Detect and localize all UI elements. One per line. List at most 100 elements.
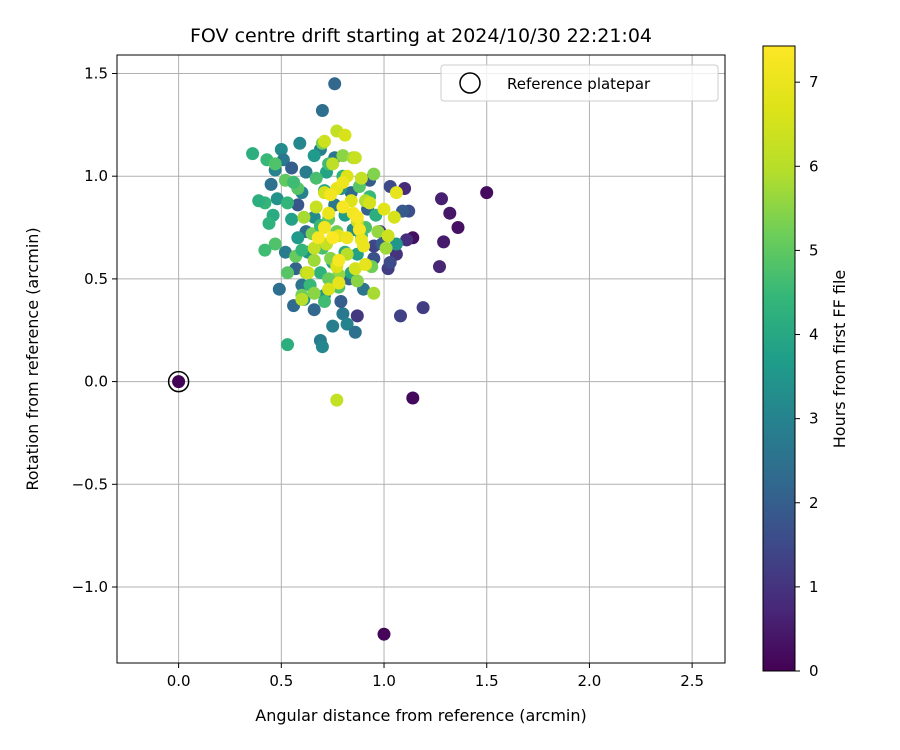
scatter-point xyxy=(350,210,364,224)
colorbar-ticks: 0 1 2 3 4 5 6 7 xyxy=(795,73,819,680)
plot-frame xyxy=(116,54,726,664)
scatter-point xyxy=(437,235,451,249)
scatter-point xyxy=(246,147,260,161)
scatter-point xyxy=(264,177,278,191)
scatter-point xyxy=(336,200,350,214)
scatter-point xyxy=(309,200,323,214)
scatter-point xyxy=(293,136,307,150)
scatter-point xyxy=(272,282,286,296)
scatter-point xyxy=(322,206,336,220)
scatter-point xyxy=(394,309,407,323)
y-tick-label: −1.0 xyxy=(72,578,108,596)
scatter-point xyxy=(480,186,494,200)
scatter-point xyxy=(326,231,340,245)
scatter-point xyxy=(336,149,350,163)
colorbar-label: Hours from first FF file xyxy=(830,270,849,449)
scatter-point xyxy=(274,143,288,156)
scatter-point xyxy=(340,231,354,245)
x-axis-label: Angular distance from reference (arcmin) xyxy=(255,706,586,725)
colorbar-tick-label: 1 xyxy=(809,578,819,596)
scatter-point xyxy=(381,229,395,243)
x-tick-label: 1.0 xyxy=(372,672,396,690)
scatter-point xyxy=(406,391,420,405)
scatter-point xyxy=(287,175,301,189)
colorbar-tick-label: 0 xyxy=(809,662,819,680)
scatter-point xyxy=(322,272,336,286)
legend-box xyxy=(440,64,719,102)
scatter-point xyxy=(278,245,292,259)
scatter-point xyxy=(348,325,362,339)
scatter-point xyxy=(307,253,321,267)
scatter-point xyxy=(336,307,350,321)
scatter-point xyxy=(295,243,309,257)
scatter-point xyxy=(318,295,331,308)
colorbar-tick-label: 7 xyxy=(809,73,819,91)
y-tick-label: 0.5 xyxy=(84,270,108,288)
scatter-point xyxy=(268,157,282,171)
scatter-point xyxy=(433,260,446,274)
scatter-point xyxy=(350,274,364,288)
scatter-point xyxy=(334,295,348,308)
scatter-point xyxy=(451,221,465,234)
scatter-point xyxy=(336,175,350,189)
scatter-point xyxy=(309,171,323,185)
y-tick-label: 0.0 xyxy=(84,373,108,391)
scatter-point xyxy=(348,151,362,165)
scatter-point xyxy=(281,196,294,210)
scatter-point xyxy=(350,309,364,323)
scatter-point xyxy=(172,375,186,389)
colorbar-tick-label: 4 xyxy=(809,326,819,344)
scatter-point xyxy=(371,225,385,239)
legend: Reference platepar xyxy=(440,64,719,102)
y-tick-label: 1.5 xyxy=(84,64,108,82)
scatter-point xyxy=(389,186,403,200)
colorbar-tick-label: 2 xyxy=(809,494,819,512)
scatter-point xyxy=(332,276,346,290)
scatter-point xyxy=(324,188,338,202)
scatter-point xyxy=(354,171,368,185)
scatter-point xyxy=(285,212,299,226)
scatter-point xyxy=(311,231,325,245)
x-axis-ticks: 0.0 0.5 1.0 1.5 2.0 2.5 xyxy=(167,663,704,690)
colorbar-tick-label: 5 xyxy=(809,241,819,259)
scatter-points xyxy=(172,77,494,641)
scatter-point xyxy=(359,258,372,271)
scatter-point xyxy=(258,243,272,257)
grid-lines xyxy=(117,55,725,663)
x-tick-label: 2.5 xyxy=(680,672,704,690)
scatter-point xyxy=(295,292,309,306)
scatter-point xyxy=(252,194,266,208)
scatter-point xyxy=(326,157,340,171)
scatter-point xyxy=(281,266,294,280)
scatter-point xyxy=(315,340,329,354)
scatter-point xyxy=(270,192,284,206)
scatter-point xyxy=(297,210,311,224)
chart-title: FOV centre drift starting at 2024/10/30 … xyxy=(190,25,652,47)
scatter-point xyxy=(352,223,366,237)
scatter-point xyxy=(291,198,305,212)
x-tick-label: 1.5 xyxy=(475,672,499,690)
scatter-point xyxy=(326,319,340,333)
scatter-point xyxy=(330,393,344,407)
scatter-point xyxy=(435,192,448,206)
scatter-point xyxy=(340,317,354,331)
scatter-point xyxy=(318,221,331,234)
scatter-point xyxy=(389,237,403,251)
scatter-point xyxy=(301,266,315,280)
scatter-point xyxy=(367,286,381,300)
scatter-point xyxy=(307,286,321,300)
scatter-point xyxy=(354,233,368,247)
colorbar-tick-label: 6 xyxy=(809,157,819,175)
scatter-point xyxy=(377,202,391,216)
y-axis-ticks: −1.0 −0.5 0.0 0.5 1.0 1.5 xyxy=(72,64,117,596)
scatter-point xyxy=(328,77,342,91)
scatter-point xyxy=(285,161,299,175)
scatter-point xyxy=(307,149,321,163)
scatter-point xyxy=(377,627,391,641)
y-tick-label: 1.0 xyxy=(84,167,108,185)
scatter-point xyxy=(262,216,276,230)
scatter-point xyxy=(379,241,393,255)
legend-marker xyxy=(459,72,481,94)
scatter-point xyxy=(400,233,414,247)
